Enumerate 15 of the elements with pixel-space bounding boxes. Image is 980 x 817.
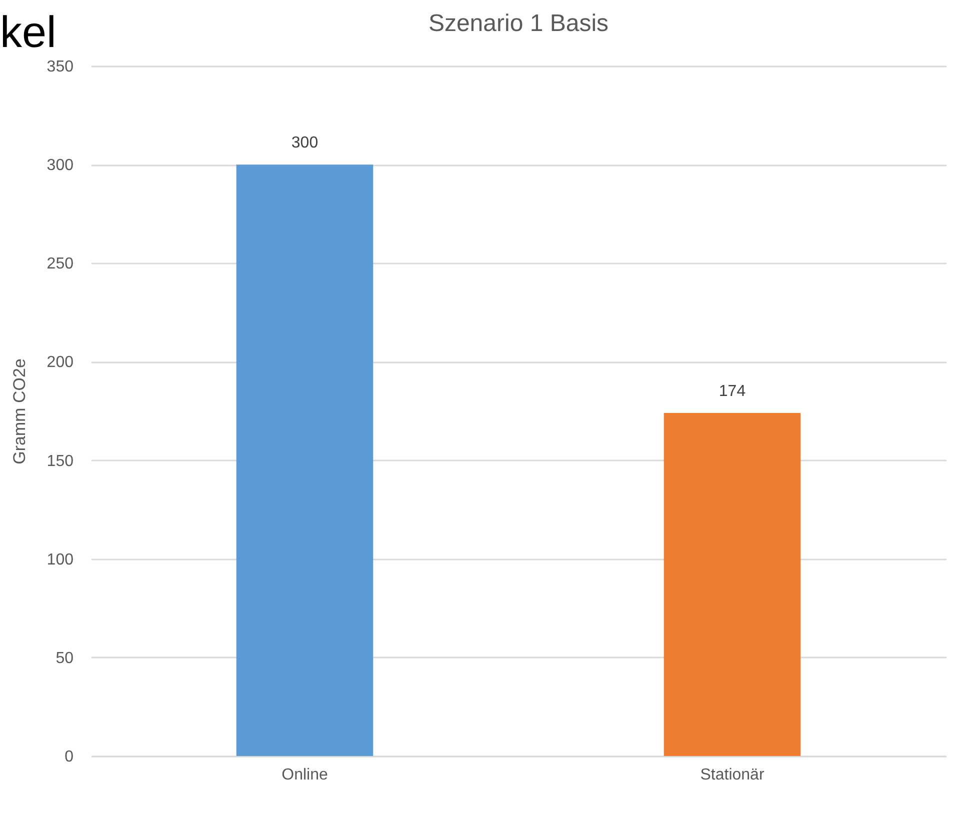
y-tick-label: 250 bbox=[46, 256, 74, 273]
y-tick-label: 350 bbox=[46, 58, 74, 76]
y-tick-label: 200 bbox=[46, 354, 74, 372]
x-tick-label: Stationär bbox=[700, 766, 765, 784]
y-tick-label: 100 bbox=[46, 551, 74, 568]
y-tick-label: 0 bbox=[64, 748, 74, 766]
chart-title: Szenario 1 Basis bbox=[428, 10, 609, 37]
data-label: 300 bbox=[291, 134, 318, 152]
y-tick-label: 150 bbox=[46, 452, 74, 470]
data-label: 174 bbox=[718, 382, 746, 400]
y-tick-label: 300 bbox=[46, 157, 74, 174]
y-tick-label: 50 bbox=[56, 650, 74, 667]
text: kel bbox=[0, 8, 56, 58]
y-axis-title: Gramm CO2e bbox=[10, 358, 29, 464]
x-tick-label: Online bbox=[282, 766, 328, 784]
